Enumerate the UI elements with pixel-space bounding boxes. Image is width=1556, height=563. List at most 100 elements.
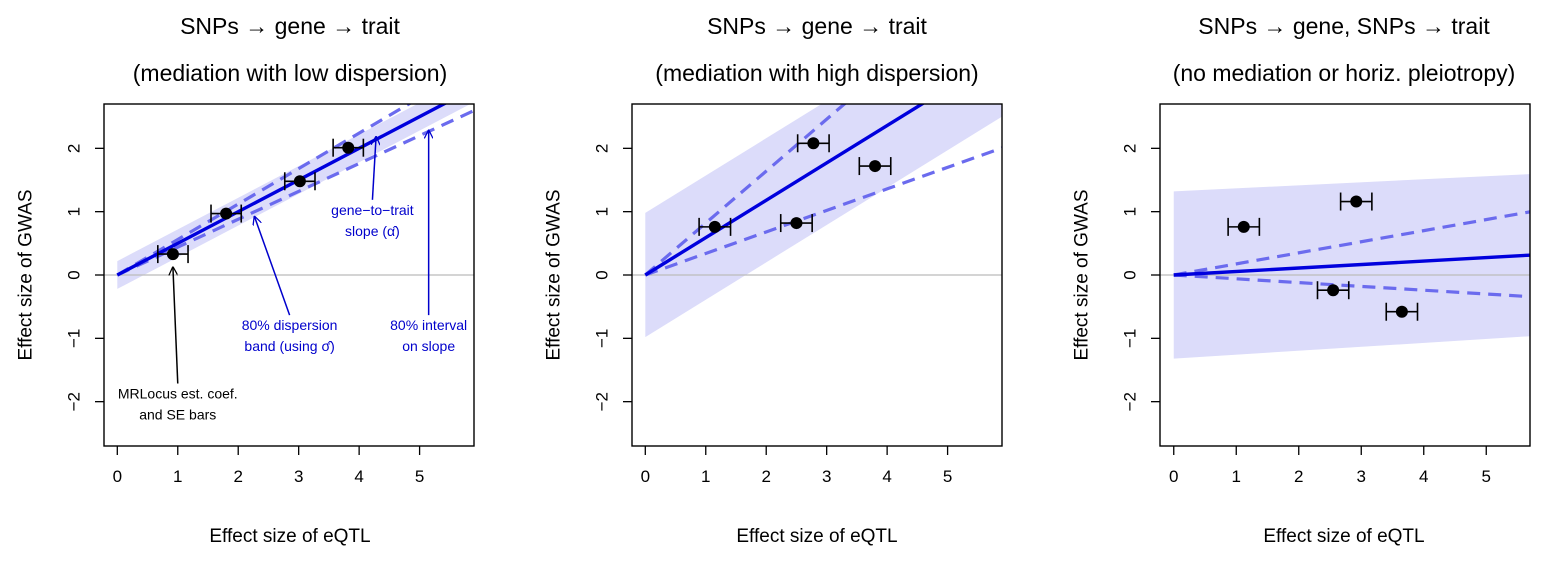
point-marker <box>708 220 721 233</box>
x-axis: 0 1 2 3 4 5 <box>113 446 424 486</box>
x-tick-label: 4 <box>882 467 891 486</box>
data-point-2 <box>796 134 830 153</box>
plot-area <box>1160 174 1530 359</box>
dispersion-band <box>117 104 471 289</box>
annotation-arrow <box>372 137 376 200</box>
x-tick-label: 0 <box>1169 467 1178 486</box>
y-axis-label: Effect size of GWAS <box>16 189 37 360</box>
x-tick-label: 2 <box>1294 467 1303 486</box>
data-point-2 <box>210 204 243 223</box>
data-point-3 <box>283 172 316 191</box>
data-point-4 <box>1385 302 1419 321</box>
y-tick-label: 1 <box>1121 207 1140 216</box>
plot-area <box>632 104 1002 338</box>
x-axis: 0 1 2 3 4 5 <box>1169 446 1491 486</box>
y-tick-label: 0 <box>1121 270 1140 279</box>
x-tick-label: 2 <box>233 467 242 486</box>
fitted-slope-line <box>644 104 926 277</box>
slope-interval-upper <box>116 104 412 277</box>
data-point-1 <box>157 245 189 264</box>
x-tick-label: 5 <box>943 467 952 486</box>
x-tick-label: 2 <box>761 467 770 486</box>
annotation-text: on slope <box>402 338 455 354</box>
point-marker <box>790 217 803 230</box>
y-tick-label: 2 <box>593 144 612 153</box>
data-point-2 <box>1339 192 1373 211</box>
y-tick-label: −2 <box>593 392 612 411</box>
annotation-text: MRLocus est. coef. <box>118 386 238 402</box>
data-point-1 <box>698 217 732 236</box>
annotation-text: band (using σ̂) <box>244 338 334 354</box>
chart-title: SNPs → gene → trait <box>180 13 400 39</box>
annotation-1: gene−to−trait slope (α̂) <box>331 137 414 239</box>
x-tick-label: 5 <box>415 467 424 486</box>
y-tick-label: −2 <box>1121 392 1140 411</box>
panel-3: 0 1 2 3 4 5 −2 −1 0 1 2 Effect size of eQTL Effect s… <box>1072 13 1531 547</box>
slope-interval-lower <box>1173 273 1530 299</box>
x-tick-label: 4 <box>354 467 363 486</box>
data-point-4 <box>332 138 365 157</box>
point-marker <box>1327 284 1340 297</box>
data-point-3 <box>1316 281 1350 300</box>
x-tick-label: 0 <box>641 467 650 486</box>
y-axis: −2 −1 0 1 2 <box>1121 144 1160 411</box>
data-point-1 <box>1227 217 1261 236</box>
point-marker <box>1350 195 1363 208</box>
slope-interval-upper <box>1173 210 1530 277</box>
x-axis-label: Effect size of eQTL <box>736 526 897 547</box>
point-marker <box>166 248 179 261</box>
x-tick-label: 3 <box>1357 467 1366 486</box>
y-axis: −2 −1 0 1 2 <box>593 144 632 411</box>
y-axis: −2 −1 0 1 2 <box>65 144 104 411</box>
y-tick-label: 1 <box>593 207 612 216</box>
x-tick-label: 4 <box>1419 467 1428 486</box>
x-tick-label: 3 <box>294 467 303 486</box>
annotation-text: 80% interval <box>390 317 467 333</box>
annotation-2: 80% dispersion band (using σ̂) <box>242 217 338 354</box>
plot-area <box>104 104 474 289</box>
x-axis-label: Effect size of eQTL <box>1263 526 1424 547</box>
x-tick-label: 1 <box>1232 467 1241 486</box>
data-point-4 <box>858 157 892 176</box>
chart-title: SNPs → gene → trait <box>707 13 927 39</box>
y-axis-label: Effect size of GWAS <box>544 189 565 360</box>
annotation-text: 80% dispersion <box>242 317 338 333</box>
chart-subtitle: (mediation with high dispersion) <box>655 60 978 86</box>
panel-1: 0 1 2 3 4 5 −2 −1 0 1 2 Effect size of eQTL Effect s… <box>16 13 475 547</box>
y-tick-label: 0 <box>593 270 612 279</box>
y-tick-label: 2 <box>1121 144 1140 153</box>
fitted-slope-line <box>1173 253 1530 277</box>
chart-subtitle: (no mediation or horiz. pleiotropy) <box>1173 60 1516 86</box>
y-tick-label: −1 <box>1121 329 1140 348</box>
x-tick-label: 1 <box>173 467 182 486</box>
point-marker <box>869 160 882 173</box>
y-axis-label: Effect size of GWAS <box>1072 189 1093 360</box>
y-tick-label: −1 <box>593 329 612 348</box>
slope-interval-upper <box>644 104 847 277</box>
point-marker <box>1395 305 1408 318</box>
point-marker <box>293 175 306 188</box>
slope-interval-lower <box>116 109 474 277</box>
annotation-text: gene−to−trait <box>331 202 414 218</box>
x-tick-label: 1 <box>701 467 710 486</box>
point-marker <box>342 141 355 154</box>
data-point-3 <box>779 214 813 233</box>
slope-interval-lower <box>644 146 1002 277</box>
annotation-text: slope (α̂) <box>345 223 400 239</box>
y-tick-label: 0 <box>65 270 84 279</box>
panel-2: 0 1 2 3 4 5 −2 −1 0 1 2 Effect size of eQTL Effect s… <box>544 13 1003 547</box>
annotation-arrow <box>255 217 291 316</box>
x-axis-label: Effect size of eQTL <box>209 526 370 547</box>
annotation-3: 80% interval on slope <box>390 131 467 354</box>
x-tick-label: 3 <box>822 467 831 486</box>
point-marker <box>807 137 820 150</box>
point-marker <box>220 207 233 220</box>
y-tick-label: −2 <box>65 392 84 411</box>
annotation-arrow <box>173 267 179 384</box>
y-tick-label: 1 <box>65 207 84 216</box>
chart-title: SNPs → gene, SNPs → trait <box>1198 13 1490 39</box>
point-marker <box>1237 220 1250 233</box>
y-tick-label: 2 <box>65 144 84 153</box>
y-tick-label: −1 <box>65 329 84 348</box>
